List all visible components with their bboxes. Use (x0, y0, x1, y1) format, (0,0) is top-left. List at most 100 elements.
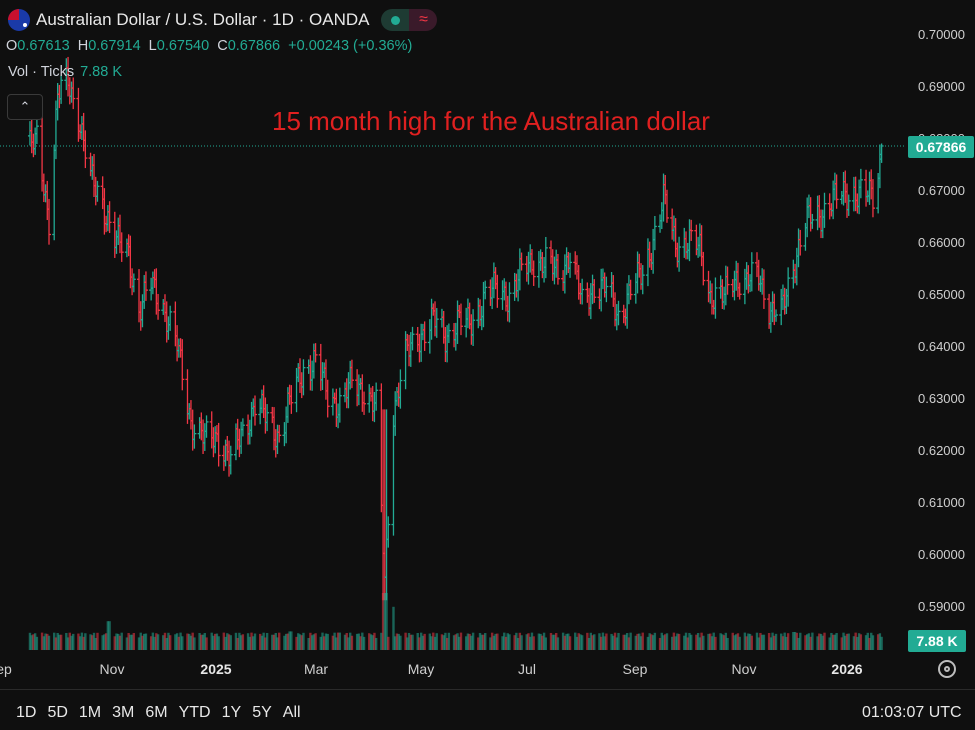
time-tick-label: Nov (731, 661, 757, 677)
volume-bar (537, 633, 541, 650)
volume-bar (804, 635, 807, 650)
volume-bar (792, 632, 795, 650)
volume-bar (864, 635, 868, 650)
volume-bar (127, 632, 130, 650)
volume-bar (636, 633, 639, 650)
volume-bar (646, 636, 650, 650)
range-button-all[interactable]: All (282, 704, 301, 721)
settings-gear-icon[interactable] (938, 660, 956, 678)
ohlc-bar (192, 424, 197, 449)
volume-bar (189, 635, 193, 650)
volume-bar (613, 632, 617, 650)
volume-bar (260, 635, 264, 650)
volume-bar (338, 632, 342, 650)
ohlc-bar (640, 265, 645, 295)
volume-bar (769, 637, 773, 650)
volume-legend[interactable]: Vol · Ticks 7.88 K (8, 64, 122, 80)
volume-bar (494, 633, 497, 650)
volume-bar (181, 636, 184, 650)
price-tick-label: 0.70000 (918, 27, 965, 42)
ohlc-bar (846, 194, 851, 216)
ohlc-bar (143, 271, 148, 301)
ohlc-bar (555, 253, 560, 285)
volume-bar (458, 636, 461, 650)
ohlc-bar (313, 343, 318, 363)
volume-bar (490, 632, 494, 650)
range-button-1y[interactable]: 1Y (221, 704, 242, 721)
volume-bar (343, 634, 347, 650)
volume-bar (506, 633, 509, 650)
volume-bar (141, 635, 144, 650)
volume-bar (177, 636, 181, 650)
volume-bar (767, 633, 771, 650)
ohlc-bar (592, 279, 597, 303)
volume-bar (480, 634, 483, 650)
collapse-legend-button[interactable]: ⌃ (7, 94, 43, 120)
price-tick-label: 0.60000 (918, 547, 965, 562)
volume-bar (433, 636, 437, 650)
range-button-1d[interactable]: 1D (16, 704, 37, 721)
volume-bar (94, 637, 97, 650)
volume-bar (748, 633, 752, 650)
volume-bar (722, 635, 726, 650)
range-button-6m[interactable]: 6M (145, 704, 168, 721)
volume-bar (695, 634, 698, 650)
volume-bar (274, 632, 277, 650)
volume-bar (833, 634, 837, 650)
range-button-3m[interactable]: 3M (112, 704, 135, 721)
volume-bar (399, 635, 402, 650)
symbol-title[interactable]: Australian Dollar / U.S. Dollar · 1D · O… (36, 10, 370, 29)
ohlc-bar (168, 305, 173, 331)
volume-bar (47, 635, 51, 650)
range-button-5y[interactable]: 5Y (252, 704, 272, 721)
volume-bar (96, 632, 99, 650)
chart-header[interactable]: Australian Dollar / U.S. Dollar · 1D · O… (8, 9, 438, 31)
time-range-bar: 1D 5D 1M 3M 6M YTD 1Y 5Y All (16, 704, 312, 722)
volume-bar (174, 634, 177, 650)
market-status-badges[interactable]: ≈ (381, 9, 438, 31)
volume-bar (759, 632, 762, 650)
volume-bar (683, 635, 686, 650)
volume-bar (350, 635, 354, 650)
utc-clock[interactable]: 01:03:07 UTC (862, 704, 962, 721)
volume-bar (672, 632, 676, 650)
ohlc-bar (325, 379, 330, 418)
volume-bar (714, 636, 717, 650)
bottom-toolbar-divider (0, 689, 975, 690)
range-button-1m[interactable]: 1M (78, 704, 102, 721)
wave-icon[interactable]: ≈ (409, 9, 438, 31)
volume-bar (246, 633, 250, 650)
volume-bar (835, 633, 838, 650)
volume-bar (773, 635, 776, 650)
volume-bar (629, 632, 632, 650)
volume-bar (253, 633, 257, 650)
volume-bar (331, 635, 335, 650)
volume-bar (515, 632, 518, 650)
volume-bar (151, 632, 155, 650)
volume-bar (771, 632, 774, 650)
volume-bar (456, 633, 459, 650)
volume-bar (622, 634, 625, 650)
volume-bar (492, 635, 496, 650)
volume-bar (265, 632, 269, 650)
volume-bar (745, 636, 748, 650)
time-tick-label: Sep (622, 661, 648, 677)
chart-annotation[interactable]: 15 month high for the Australian dollar (272, 106, 710, 136)
volume-bar (193, 637, 196, 650)
market-open-dot-icon[interactable] (381, 9, 410, 31)
volume-bar (478, 632, 482, 650)
volume-bar (539, 633, 542, 650)
ohlc-bar (798, 229, 803, 256)
range-button-ytd[interactable]: YTD (178, 704, 211, 721)
ohlc-bar (277, 424, 282, 443)
price-chart[interactable] (0, 0, 975, 690)
ohlc-bar (689, 219, 694, 241)
ohlc-bar (301, 359, 306, 396)
ohlc-bar (761, 269, 766, 309)
price-tick-label: 0.62000 (918, 443, 965, 458)
range-button-5d[interactable]: 5D (47, 704, 68, 721)
volume-bar (312, 634, 316, 650)
volume-bar (258, 633, 262, 650)
volume-bar (670, 636, 674, 650)
volume-bar (162, 635, 165, 650)
